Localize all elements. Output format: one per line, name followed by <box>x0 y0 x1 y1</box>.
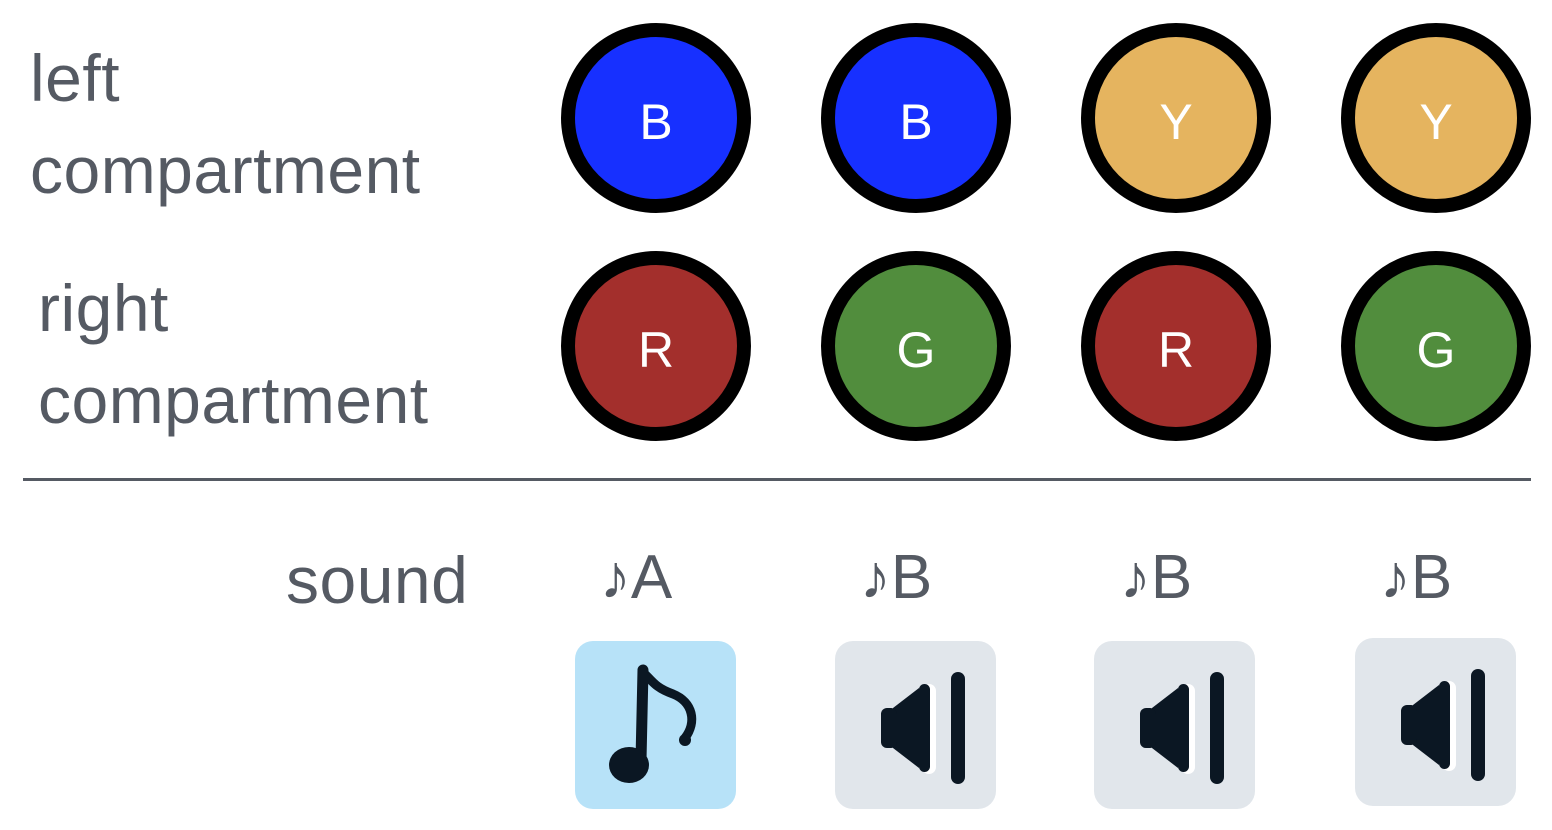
right-ball-2-letter: G <box>896 322 936 378</box>
left-compartment-label-line1: left <box>30 41 121 115</box>
left-ball-2-letter: B <box>899 94 933 150</box>
divider <box>23 478 1531 481</box>
left-ball-3[interactable]: Y <box>1081 23 1271 213</box>
music-note-icon <box>608 664 696 783</box>
sound-button-1[interactable] <box>575 641 736 809</box>
speaker-icon <box>1139 672 1224 784</box>
sound-note-2: ♪B <box>859 543 933 612</box>
left-ball-4-letter: Y <box>1419 94 1453 150</box>
right-ball-3-letter: R <box>1157 322 1195 378</box>
right-compartment-label: right compartment <box>38 262 429 446</box>
right-ball-1-letter: R <box>637 322 675 378</box>
left-compartment-label: left compartment <box>30 32 421 216</box>
right-ball-3[interactable]: R <box>1081 251 1271 441</box>
left-ball-4[interactable]: Y <box>1341 23 1531 213</box>
left-ball-1-letter: B <box>639 94 673 150</box>
right-ball-4-letter: G <box>1416 322 1456 378</box>
left-compartment-label-line2: compartment <box>30 133 421 207</box>
right-compartment-label-line1: right <box>38 271 169 345</box>
sound-note-3: ♪B <box>1119 543 1193 612</box>
right-ball-4[interactable]: G <box>1341 251 1531 441</box>
right-ball-2[interactable]: G <box>821 251 1011 441</box>
sound-button-4[interactable] <box>1355 638 1516 806</box>
sound-note-1: ♪A <box>599 543 673 612</box>
left-ball-3-letter: Y <box>1159 94 1193 150</box>
speaker-icon <box>1400 669 1485 781</box>
sound-button-3[interactable] <box>1094 641 1255 809</box>
speaker-icon <box>880 672 965 784</box>
right-compartment-label-line2: compartment <box>38 363 429 437</box>
sound-button-2[interactable] <box>835 641 996 809</box>
left-ball-2[interactable]: B <box>821 23 1011 213</box>
sound-label: sound <box>286 543 469 617</box>
right-ball-1[interactable]: R <box>561 251 751 441</box>
sound-note-4: ♪B <box>1379 543 1453 612</box>
left-ball-1[interactable]: B <box>561 23 751 213</box>
